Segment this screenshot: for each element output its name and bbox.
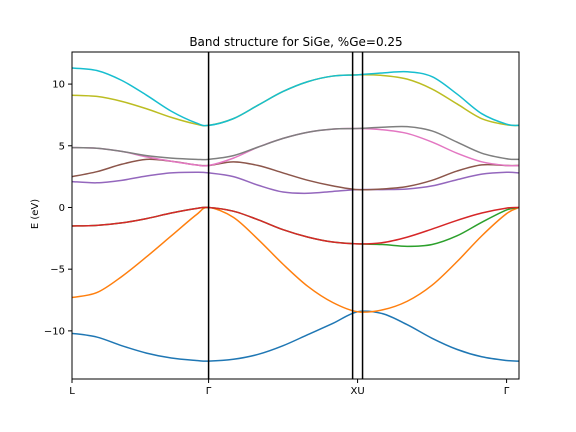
x-tick-label-4: Γ [504, 386, 510, 397]
y-tick-label: −5 [50, 265, 65, 276]
y-tick-label: −10 [44, 326, 65, 337]
plot-frame [71, 51, 520, 380]
band-line-6 [72, 158, 519, 191]
y-tick-label: 5 [59, 141, 65, 152]
band-line-3 [72, 206, 519, 248]
band-line-5 [72, 171, 519, 195]
x-tick-label-3: XU [350, 386, 364, 397]
y-tick-label: 0 [59, 203, 65, 214]
band-line-4 [72, 206, 519, 245]
band-line-9 [72, 74, 519, 127]
band-line-10 [72, 67, 519, 127]
band-line-1 [72, 310, 519, 362]
x-tick-label-2: Γ [206, 386, 212, 397]
band-line-2 [72, 206, 519, 313]
y-axis-ticks: 10 5 0 −5 −10 [44, 80, 72, 337]
band-line-8 [72, 125, 519, 161]
plot-area [72, 67, 519, 362]
high-symmetry-lines [207, 52, 364, 379]
y-tick-label: 10 [52, 80, 65, 91]
x-axis-ticks: L Γ XU Γ [69, 379, 510, 397]
x-tick-label-1: L [69, 386, 75, 397]
chart-title: Band structure for SiGe, %Ge=0.25 [189, 35, 402, 49]
y-axis-label: E (eV) [30, 199, 41, 229]
